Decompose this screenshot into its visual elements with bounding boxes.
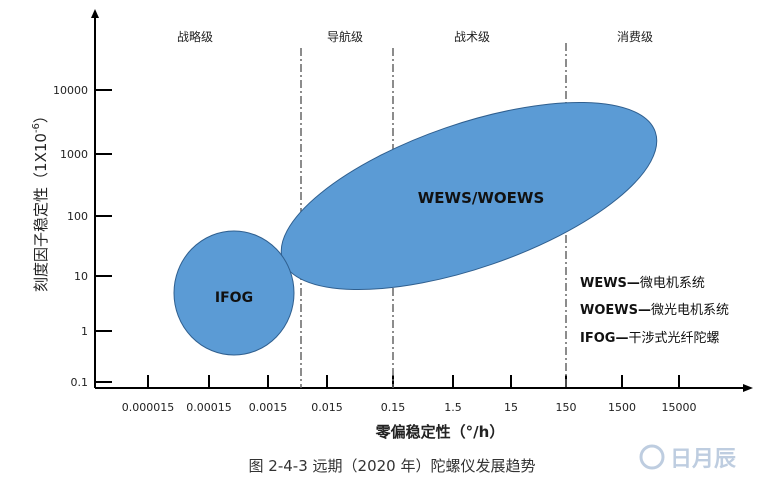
- ifog-circle: [173, 230, 295, 356]
- x-axis-arrow: [743, 384, 753, 392]
- x-tick-label: 15000: [662, 401, 697, 414]
- y-tick-label: 10000: [53, 84, 88, 97]
- y-tick-label: 10: [74, 270, 88, 283]
- watermark-logo: 日月辰: [639, 444, 736, 472]
- region-label-tactical: 战术级: [454, 30, 490, 44]
- x-tick-label: 0.0015: [249, 401, 288, 414]
- y-tick-label: 0.1: [71, 376, 89, 389]
- x-tick-label: 1.5: [444, 401, 462, 414]
- y-axis-title: 刻度因子稳定性（1X10-6）: [31, 108, 50, 292]
- figure-caption: 图 2-4-3 远期（2020 年）陀螺仪发展趋势: [249, 457, 536, 475]
- legend-item: IFOG—干涉式光纤陀螺: [580, 330, 719, 346]
- x-tick-label: 1500: [608, 401, 636, 414]
- x-tick-label: 0.00015: [186, 401, 232, 414]
- legend-item: WOEWS—微光电机系统: [580, 303, 729, 318]
- x-tick-label: 0.000015: [122, 401, 175, 414]
- y-tick-label: 1: [81, 325, 88, 338]
- region-label-consumer: 消费级: [617, 30, 653, 44]
- region-label-navigation: 导航级: [327, 29, 363, 44]
- x-tick-label: 0.015: [311, 401, 343, 414]
- y-tick-label: 1000: [60, 148, 88, 161]
- ifog-label: IFOG: [215, 290, 253, 306]
- x-tick-label: 15: [504, 401, 518, 414]
- legend: WEWS—微电机系统 WOEWS—微光电机系统 IFOG—干涉式光纤陀螺: [580, 276, 729, 346]
- x-tick-label: 0.15: [381, 401, 406, 414]
- x-axis-title: 零偏稳定性（°/h）: [375, 423, 505, 441]
- x-tick-label: 150: [556, 401, 577, 414]
- svg-text:日月辰: 日月辰: [670, 447, 736, 472]
- y-axis-arrow: [91, 9, 99, 18]
- wews-woews-label: WEWS/WOEWS: [418, 189, 545, 207]
- y-tick-label: 100: [67, 210, 88, 223]
- region-label-strategic: 战略级: [177, 29, 213, 44]
- legend-item: WEWS—微电机系统: [580, 276, 705, 291]
